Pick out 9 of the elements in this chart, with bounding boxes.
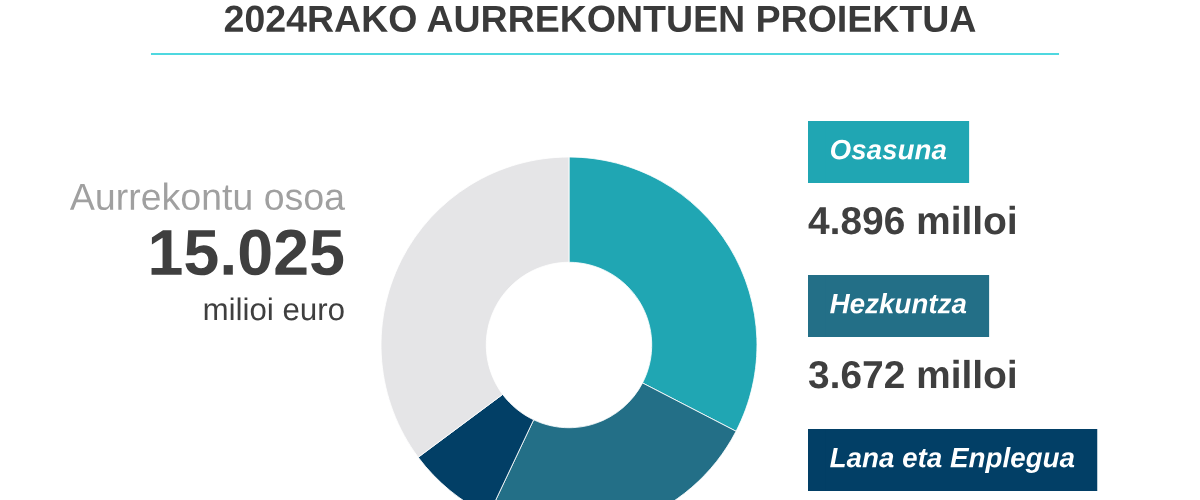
- legend-label: Lana eta Enplegua: [830, 447, 1075, 473]
- chart-title: 2024RAKO AURREKONTUEN PROIEKTUA: [224, 5, 976, 33]
- text: Aurrekontu osoa: [69, 182, 346, 211]
- text: 15.025: [151, 229, 344, 276]
- legend-label: Hezkuntza: [830, 293, 967, 314]
- legend-label: Osasuna: [830, 139, 947, 160]
- data-label: 4.896 milloi: [808, 205, 1015, 235]
- data-label: 3.672 milloi: [808, 359, 1015, 389]
- text: milioi euro: [204, 297, 344, 321]
